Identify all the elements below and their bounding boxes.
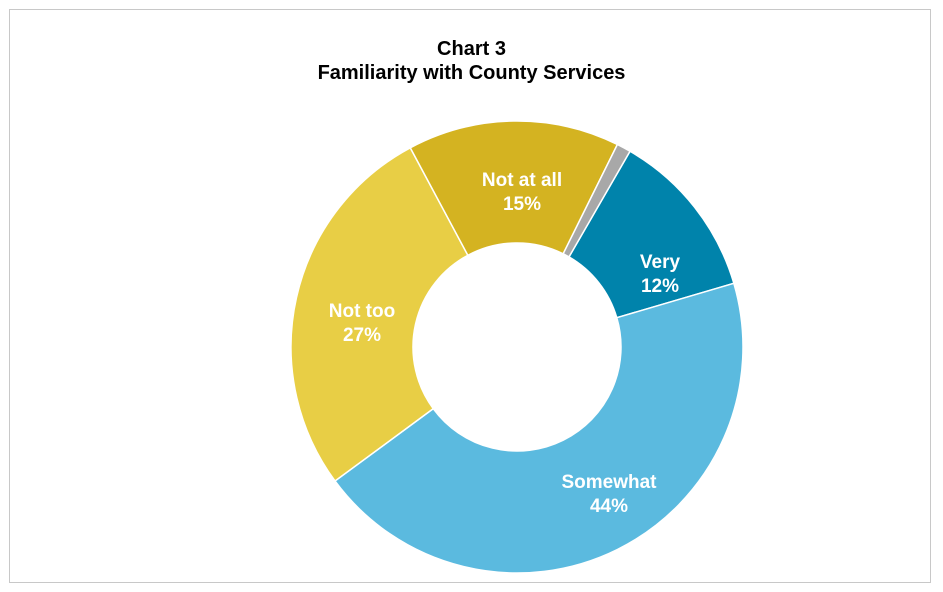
slice-label: Not at all [482,170,562,191]
chart-subtitle: Familiarity with County Services [317,62,626,84]
slice-somewhat [333,282,744,574]
slice-label: Not too [329,301,395,322]
slice-percent-label: 15% [503,194,541,215]
slice-label: Somewhat [561,472,657,493]
slice-percent-label: 44% [590,496,628,517]
donut-labels: Very 12% Somewhat 44% Not too 27% Not at all 15… [329,170,681,517]
chart-title: Chart 3 [437,38,506,60]
slice-unlabeled [562,143,632,258]
slice-percent-label: 12% [641,276,679,297]
slice-not-too [290,146,469,483]
slice-percent-label: 27% [343,325,381,346]
slice-not-at-all [409,120,619,257]
donut-slices [290,120,744,574]
slice-label: Very [640,252,681,273]
